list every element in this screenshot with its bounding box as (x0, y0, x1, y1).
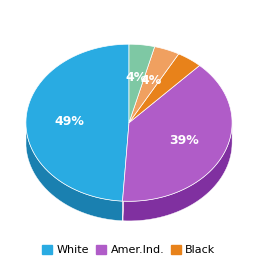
Polygon shape (129, 44, 155, 123)
Polygon shape (123, 124, 232, 221)
Polygon shape (129, 54, 200, 123)
Legend: White, Amer.Ind., Black: White, Amer.Ind., Black (38, 240, 220, 259)
Polygon shape (26, 44, 129, 201)
Text: 4%: 4% (126, 71, 147, 84)
Text: 39%: 39% (169, 134, 199, 147)
Text: 4%: 4% (140, 74, 162, 87)
Polygon shape (129, 47, 179, 123)
Polygon shape (123, 65, 232, 201)
Text: 49%: 49% (54, 115, 84, 128)
Polygon shape (26, 126, 123, 221)
